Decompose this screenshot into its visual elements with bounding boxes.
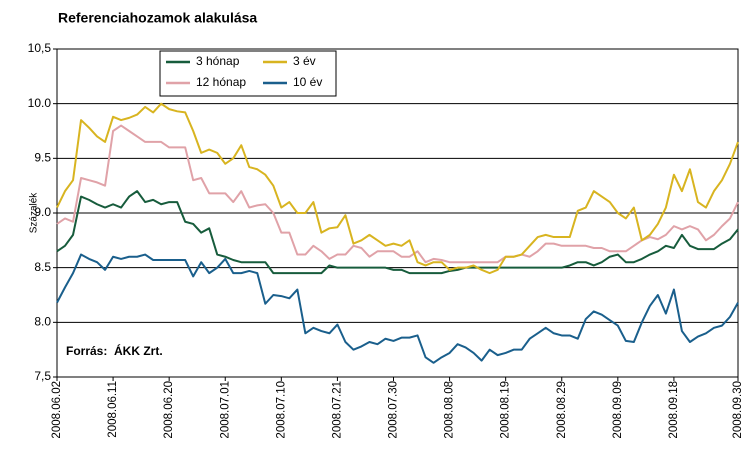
y-tick-label: 9.5 — [34, 151, 51, 165]
legend: 3 hónap 12 hónap 3 év 10 év — [159, 50, 337, 97]
x-tick-label: 2008.09.09 — [612, 381, 624, 439]
x-tick-label: 2008.09.18 — [668, 381, 680, 439]
x-tick-label: 2008.07.10 — [275, 381, 287, 439]
source-note: Forrás: ÁKK Zrt. — [66, 343, 163, 358]
plot-frame — [56, 48, 739, 378]
series-line — [56, 124, 739, 264]
x-tick-label: 2008.08.29 — [556, 381, 568, 439]
x-tick-label: 2008.08.19 — [500, 381, 512, 439]
x-tick-label: 2008.07.01 — [219, 381, 231, 439]
x-tick-label: 2008.08.08 — [444, 381, 456, 439]
y-tick-label: 8.5 — [34, 260, 51, 274]
legend-label: 10 év — [293, 75, 322, 89]
y-axis-label: Százalék — [29, 192, 40, 234]
legend-box — [159, 50, 337, 97]
y-tick-label: 7,5 — [34, 369, 51, 383]
y-tick-label: 9.0 — [34, 205, 51, 219]
x-tick-label: 2008.07.30 — [388, 381, 400, 439]
series-line — [56, 190, 739, 275]
y-tick-label: 8.0 — [34, 315, 51, 329]
y-tick-label: 10,5 — [28, 41, 52, 55]
x-tick-label: 2008.09.30 — [732, 381, 741, 439]
x-tick-label: 2008.06.11 — [107, 381, 119, 438]
y-tick-label: 10.0 — [28, 96, 52, 110]
series-line — [56, 102, 739, 275]
legend-label: 3 hónap — [196, 54, 240, 68]
series-line — [56, 253, 739, 364]
chart-title: Referenciahozamok alakulása — [58, 10, 257, 26]
x-tick-label: 2008.06.20 — [163, 381, 175, 439]
legend-label: 3 év — [293, 54, 316, 68]
legend-label: 12 hónap — [196, 75, 246, 89]
x-tick-label: 2008.07.21 — [331, 381, 343, 439]
x-tick-label: 2008.06.02 — [51, 381, 63, 439]
